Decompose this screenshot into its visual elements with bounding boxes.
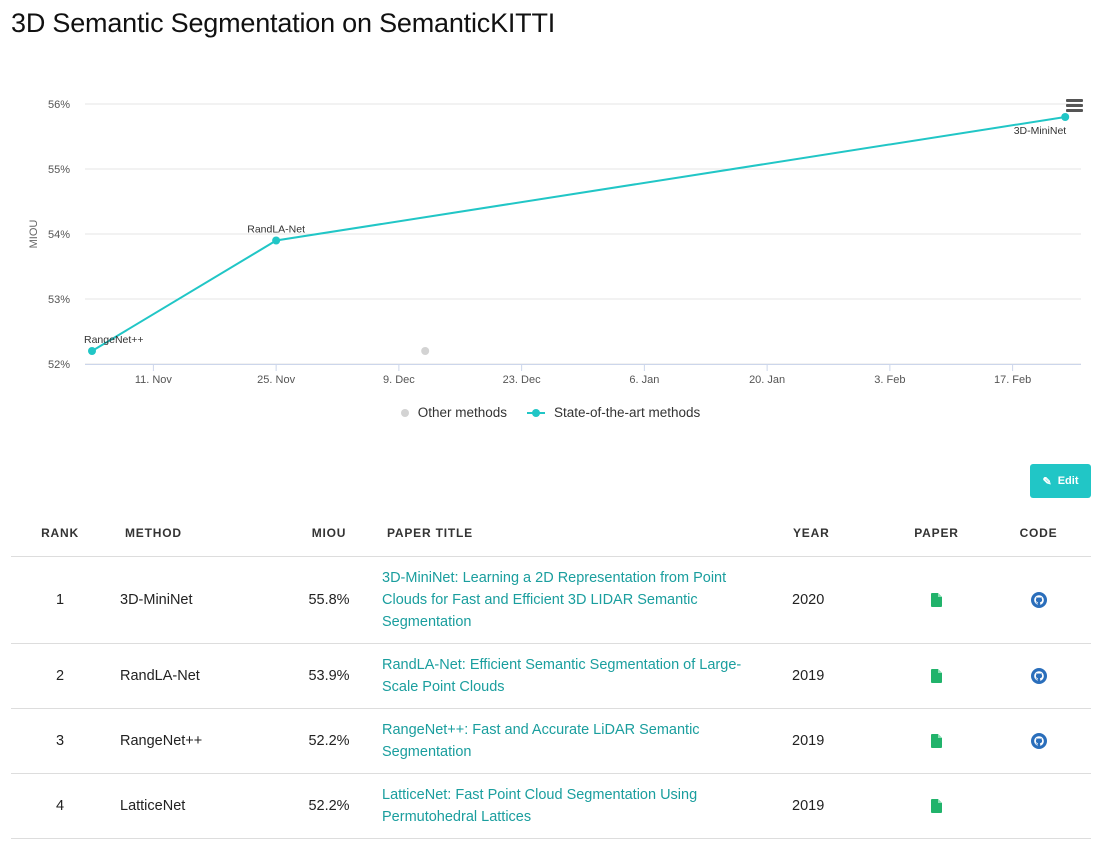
cell-year: 2020: [782, 556, 887, 644]
table-row: 3 RangeNet++ 52.2% RangeNet++: Fast and Acc…: [11, 708, 1091, 774]
y-axis-ticks: 52% 53% 54% 55% 56%: [48, 99, 70, 371]
cell-method[interactable]: LatticeNet: [109, 773, 279, 839]
document-icon[interactable]: [931, 668, 942, 683]
y-tick-label: 52%: [48, 359, 70, 371]
leaderboard-table: RANK METHOD MIOU PAPER TITLE YEAR PAPER …: [11, 510, 1091, 839]
chart-grid: [85, 103, 1081, 365]
edit-button-label: Edit: [1057, 475, 1079, 487]
cell-rank: 1: [11, 556, 109, 644]
x-tick-label: 9. Dec: [383, 374, 415, 386]
pencil-icon: ✎: [1042, 475, 1052, 488]
legend-item-other[interactable]: Other methods: [400, 405, 507, 420]
y-axis-label: MIOU: [28, 220, 40, 249]
table-header-row: RANK METHOD MIOU PAPER TITLE YEAR PAPER …: [11, 510, 1091, 557]
paper-title-link[interactable]: RandLA-Net: Efficient Semantic Segmentat…: [382, 656, 742, 695]
data-point-label: RandLA-Net: [247, 224, 305, 236]
cell-miou: 52.2%: [279, 708, 379, 774]
miou-chart: 52% 53% 54% 55% 56% 11. Nov 25. Nov 9. Dec 23. …: [28, 99, 1081, 386]
cell-miou: 53.9%: [279, 643, 379, 709]
header-method[interactable]: METHOD: [109, 510, 279, 557]
y-tick-label: 53%: [48, 294, 70, 306]
github-icon[interactable]: [1030, 591, 1047, 608]
header-rank[interactable]: RANK: [11, 510, 109, 557]
legend-label-other: Other methods: [417, 405, 507, 420]
paper-title-link[interactable]: RangeNet++: Fast and Accurate LiDAR Sema…: [382, 721, 700, 760]
chart-menu-icon[interactable]: [1066, 99, 1083, 113]
page-title: 3D Semantic Segmentation on SemanticKITT…: [11, 8, 556, 38]
x-tick-label: 17. Feb: [994, 374, 1031, 386]
header-paper-title[interactable]: PAPER TITLE: [379, 510, 782, 557]
table-row: 1 3D-MiniNet 55.8% 3D-MiniNet: Learning a 2…: [11, 556, 1091, 644]
cell-year: 2019: [782, 773, 887, 839]
cell-year: 2019: [782, 708, 887, 774]
sota-data-point[interactable]: [272, 236, 281, 245]
github-icon[interactable]: [1030, 732, 1047, 749]
edit-button[interactable]: ✎ Edit: [1030, 464, 1091, 498]
x-tick-label: 3. Feb: [874, 374, 905, 386]
header-code: CODE: [986, 510, 1091, 557]
cell-rank: 2: [11, 643, 109, 709]
document-icon[interactable]: [931, 592, 942, 607]
cell-miou: 52.2%: [279, 773, 379, 839]
chart-legend: Other methods State-of-the-art methods: [0, 405, 1101, 420]
document-icon[interactable]: [931, 733, 942, 748]
x-tick-label: 20. Jan: [749, 374, 785, 386]
x-tick-label: 11. Nov: [135, 374, 173, 386]
x-axis-ticks: 11. Nov 25. Nov 9. Dec 23. Dec 6. Jan 20. Jan…: [135, 364, 1031, 386]
table-row: 4 LatticeNet 52.2% LatticeNet: Fast Point C…: [11, 773, 1091, 839]
data-point-label: 3D-MiniNet: [1014, 125, 1067, 137]
table-row: 2 RandLA-Net 53.9% RandLA-Net: Efficient Se…: [11, 643, 1091, 709]
legend-dot-icon: [400, 408, 409, 417]
y-tick-label: 55%: [48, 164, 70, 176]
x-tick-label: 6. Jan: [629, 374, 659, 386]
cell-method[interactable]: RandLA-Net: [109, 643, 279, 709]
cell-rank: 3: [11, 708, 109, 774]
table-body: 1 3D-MiniNet 55.8% 3D-MiniNet: Learning a 2…: [11, 556, 1091, 839]
document-icon[interactable]: [931, 798, 942, 813]
sota-data-point[interactable]: [1061, 113, 1070, 121]
x-tick-label: 23. Dec: [503, 374, 541, 386]
paper-title-link[interactable]: 3D-MiniNet: Learning a 2D Representation…: [382, 569, 727, 630]
cell-miou: 55.8%: [279, 556, 379, 644]
header-miou[interactable]: MIOU: [279, 510, 379, 557]
chart-series: RangeNet++ RandLA-Net 3D-MiniNet: [84, 113, 1070, 355]
header-year[interactable]: YEAR: [782, 510, 887, 557]
cell-rank: 4: [11, 773, 109, 839]
github-icon[interactable]: [1030, 667, 1047, 684]
legend-item-sota[interactable]: State-of-the-art methods: [526, 405, 701, 420]
sota-data-point[interactable]: [88, 347, 97, 355]
y-tick-label: 56%: [48, 99, 70, 111]
cell-year: 2019: [782, 643, 887, 709]
legend-label-sota: State-of-the-art methods: [553, 405, 701, 420]
y-tick-label: 54%: [48, 229, 70, 241]
x-tick-label: 25. Nov: [257, 374, 295, 386]
cell-method[interactable]: RangeNet++: [109, 708, 279, 774]
data-point-label: RangeNet++: [84, 334, 144, 346]
legend-line-icon: [526, 408, 545, 417]
header-paper: PAPER: [887, 510, 986, 557]
other-data-point[interactable]: [421, 347, 430, 355]
cell-method[interactable]: 3D-MiniNet: [109, 556, 279, 644]
paper-title-link[interactable]: LatticeNet: Fast Point Cloud Segmentatio…: [382, 786, 698, 825]
